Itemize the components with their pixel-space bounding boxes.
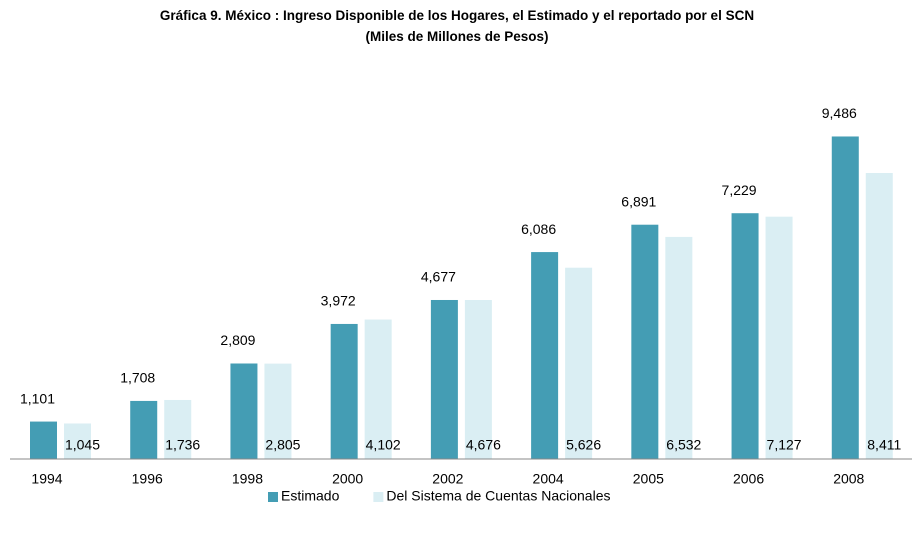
- legend-swatch: [268, 492, 278, 502]
- bar: [464, 300, 492, 459]
- x-tick-label: 2006: [733, 471, 764, 487]
- bar: [364, 319, 392, 459]
- x-tick-label: 2008: [833, 471, 864, 487]
- bar: [565, 267, 593, 459]
- bar: [64, 423, 91, 459]
- value-label: 1,101: [20, 390, 55, 406]
- chart-subtitle: (Miles de Millones de Pesos): [365, 29, 549, 44]
- x-tick-label: 2005: [633, 471, 664, 487]
- bar: [665, 236, 693, 459]
- value-label: 1,708: [120, 370, 155, 386]
- value-label: 6,086: [521, 221, 556, 237]
- bar: [865, 173, 893, 459]
- value-label: 2,805: [265, 437, 300, 453]
- bar: [164, 399, 192, 459]
- value-label: 8,411: [867, 437, 901, 453]
- bar: [831, 136, 859, 459]
- bar: [531, 252, 559, 459]
- x-tick-label: 1994: [31, 471, 62, 487]
- x-tick-label: 1998: [232, 471, 263, 487]
- bar: [330, 323, 358, 459]
- legend-label: Del Sistema de Cuentas Nacionales: [386, 488, 610, 504]
- x-tick-label: 1996: [132, 471, 163, 487]
- x-tick-label: 2004: [533, 471, 564, 487]
- bar: [230, 363, 258, 459]
- value-label: 1,736: [165, 437, 200, 453]
- header: Gráfica 9. México : Ingreso Disponible d…: [0, 6, 914, 48]
- value-label: 1,045: [65, 437, 100, 453]
- value-label: 4,676: [466, 437, 501, 453]
- legend-swatch: [373, 492, 384, 502]
- value-label: 5,626: [566, 437, 601, 453]
- bar: [631, 224, 659, 459]
- value-label: 9,486: [822, 105, 857, 121]
- value-label: 4,677: [421, 269, 456, 285]
- bar: [130, 400, 158, 459]
- chart-title: Gráfica 9. México : Ingreso Disponible d…: [159, 8, 755, 23]
- bar: [264, 363, 292, 459]
- value-label: 2,809: [220, 332, 255, 348]
- bar: [30, 421, 57, 459]
- x-tick-label: 2002: [432, 471, 463, 487]
- bar: [430, 299, 458, 459]
- value-label: 7,229: [722, 182, 757, 198]
- value-label: 7,127: [767, 437, 802, 453]
- value-label: 4,102: [366, 437, 401, 453]
- x-tick-label: 2000: [332, 471, 363, 487]
- bar: [765, 216, 793, 459]
- value-label: 3,972: [321, 293, 356, 309]
- legend-label: Estimado: [281, 488, 340, 504]
- bar: [731, 213, 759, 459]
- value-label: 6,532: [666, 437, 701, 453]
- value-label: 6,891: [621, 193, 656, 209]
